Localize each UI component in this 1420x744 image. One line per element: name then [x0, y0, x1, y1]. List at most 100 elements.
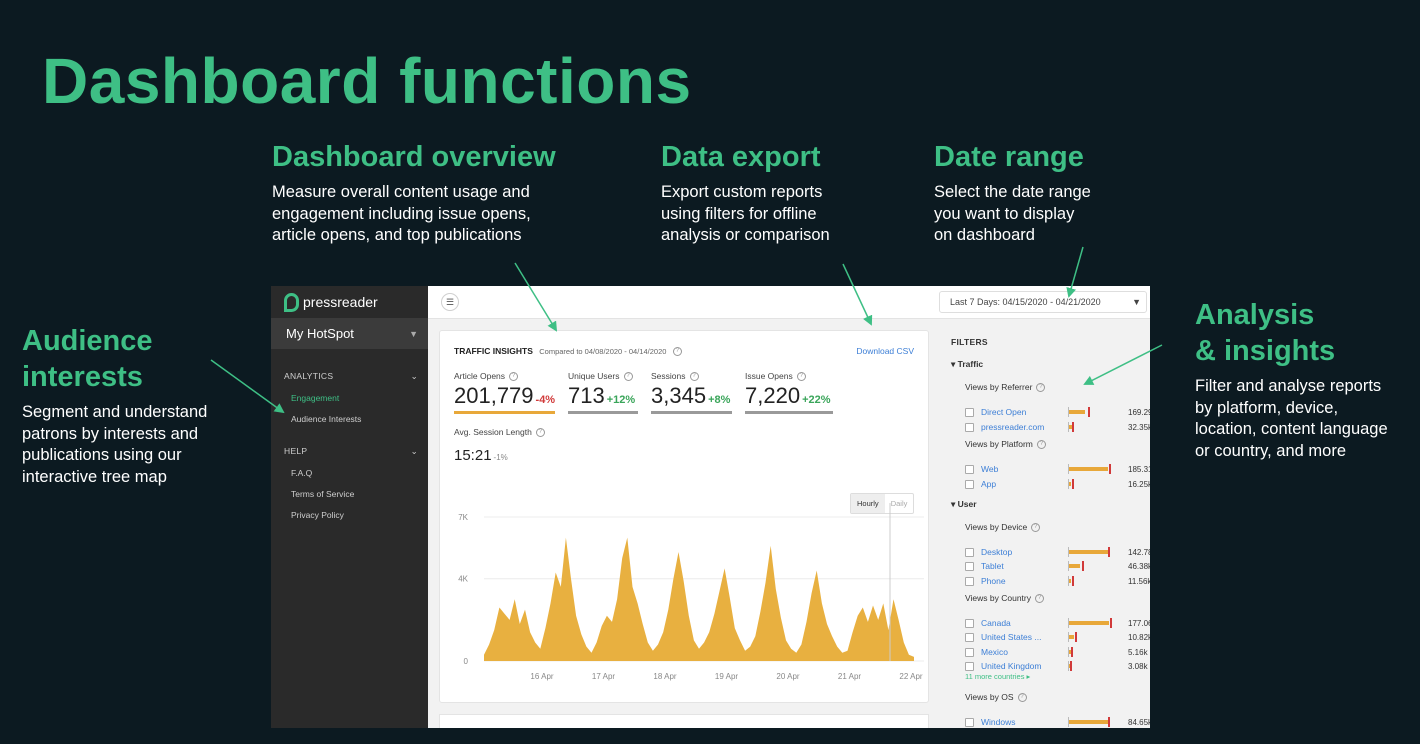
y-tick-label: 7K — [458, 513, 468, 522]
callout-text: Measure overall content usage and engage… — [272, 183, 531, 244]
filter-item-platform: App 16.25k — [965, 479, 1150, 489]
menu-button[interactable]: ☰ — [441, 293, 459, 311]
filter-checkbox[interactable] — [965, 479, 974, 489]
brand[interactable]: pressreader — [271, 286, 428, 318]
help-icon[interactable]: ? — [509, 372, 519, 382]
filter-item-value: 46.38k — [1128, 561, 1150, 571]
toggle-hourly[interactable]: Hourly — [851, 494, 885, 513]
pressreader-logo-icon — [284, 292, 299, 312]
help-icon[interactable]: ? — [796, 372, 806, 382]
filter-view-os: Views by OS? — [951, 692, 1027, 703]
metric-issue-opens: Issue Opens? 7,220 +22% — [745, 371, 833, 415]
x-tick-label: 18 Apr — [653, 672, 676, 681]
help-icon[interactable]: ? — [535, 428, 545, 438]
filter-item-value: 32.35k — [1128, 422, 1150, 432]
filter-checkbox[interactable] — [965, 632, 974, 642]
secondary-panel — [439, 714, 929, 728]
filter-item-label[interactable]: Phone — [981, 576, 1006, 586]
filter-bar-compare-tick — [1071, 422, 1074, 432]
callout-text: Filter and analyse reports by platform, … — [1195, 377, 1388, 460]
callout-audience-interests: Audience interests Segment and understan… — [22, 323, 252, 488]
metric-value: 15:21 — [454, 447, 492, 465]
filter-checkbox[interactable] — [965, 407, 974, 417]
filter-item-value: 169.29k — [1128, 407, 1150, 417]
filter-item-label[interactable]: Mexico — [981, 647, 1008, 657]
filter-bar-compare-tick — [1082, 561, 1084, 571]
granularity-toggle: Hourly Daily — [850, 493, 915, 514]
callout-title: Data export — [661, 141, 821, 173]
filter-item-label[interactable]: United Kingdom — [981, 661, 1042, 671]
filter-checkbox[interactable] — [965, 576, 974, 586]
filter-bar — [1068, 661, 1118, 671]
sidebar-item-terms[interactable]: Terms of Service — [291, 489, 355, 499]
filter-item-label[interactable]: Web — [981, 464, 999, 474]
sidebar-item-privacy[interactable]: Privacy Policy — [291, 510, 344, 520]
sidebar-item-engagement[interactable]: Engagement — [291, 393, 340, 403]
filters-title: FILTERS — [951, 337, 988, 347]
filter-item-label[interactable]: Desktop — [981, 547, 1013, 557]
help-icon[interactable]: ? — [1034, 594, 1044, 604]
filter-bar-fill — [1069, 635, 1074, 639]
filter-bar — [1068, 717, 1118, 727]
filter-checkbox[interactable] — [965, 647, 974, 657]
date-range-select[interactable]: Last 7 Days: 04/15/2020 - 04/21/2020 ▼ — [939, 291, 1147, 313]
filter-checkbox[interactable] — [965, 422, 974, 432]
filter-checkbox[interactable] — [965, 547, 974, 557]
filter-item-value: 16.25k — [1128, 479, 1150, 489]
metric-underline — [745, 411, 833, 415]
filter-checkbox[interactable] — [965, 717, 974, 727]
metric-change: +22% — [802, 394, 831, 407]
filter-view-platform: Views by Platform? — [951, 439, 1046, 450]
metric-change: -1% — [493, 453, 508, 463]
filter-bar — [1068, 422, 1118, 432]
filter-item-label[interactable]: Direct Open — [981, 407, 1027, 417]
filter-bar-fill — [1069, 564, 1080, 568]
filter-item-label[interactable]: Windows — [981, 717, 1016, 727]
filter-item-label[interactable]: United States ... — [981, 632, 1042, 642]
filter-item-label[interactable]: pressreader.com — [981, 422, 1045, 432]
filter-item-os: Windows 84.65k — [965, 717, 1150, 727]
hotspot-selector[interactable]: My HotSpot ▼ — [271, 318, 428, 349]
sidebar-section-analytics[interactable]: ANALYTICS ⌄ — [271, 371, 428, 382]
help-icon[interactable]: ? — [689, 372, 699, 382]
help-icon[interactable]: ? — [672, 347, 682, 357]
filter-group-traffic[interactable]: ▾ Traffic — [951, 359, 983, 370]
filter-view-country: Views by Country? — [951, 593, 1044, 604]
filter-item-label[interactable]: Tablet — [981, 561, 1004, 571]
filter-bar-fill — [1069, 621, 1109, 625]
filter-bar-compare-tick — [1072, 576, 1074, 586]
help-icon[interactable]: ? — [1036, 440, 1046, 450]
sidebar-item-faq[interactable]: F.A.Q — [291, 468, 313, 478]
callout-title: Analysis & insights — [1195, 299, 1336, 367]
filter-bar-compare-tick — [1070, 661, 1072, 671]
filter-item-label[interactable]: Canada — [981, 618, 1011, 628]
metric-value: 3,345 — [651, 383, 707, 409]
help-icon[interactable]: ? — [1017, 693, 1027, 703]
filter-checkbox[interactable] — [965, 464, 974, 474]
filter-item-label[interactable]: App — [981, 479, 997, 489]
filter-bar — [1068, 561, 1118, 571]
y-tick-label: 4K — [458, 575, 468, 584]
help-icon[interactable]: ? — [1031, 523, 1041, 533]
filter-bar-compare-tick — [1070, 647, 1073, 657]
metric-label: Avg. Session Length — [454, 427, 532, 437]
date-range-value: Last 7 Days: 04/15/2020 - 04/21/2020 — [950, 297, 1101, 307]
filter-item-value: 11.56k — [1128, 576, 1150, 586]
filter-group-user[interactable]: ▾ User — [951, 499, 977, 510]
help-icon[interactable]: ? — [1036, 383, 1046, 393]
metric-label: Sessions — [651, 371, 686, 381]
triangle-down-icon: ▾ — [951, 499, 956, 509]
filter-checkbox[interactable] — [965, 618, 974, 628]
chevron-down-icon: ⌄ — [410, 446, 418, 456]
callout-date-range: Date range Select the date range you wan… — [934, 139, 1154, 247]
download-csv-link[interactable]: Download CSV — [856, 346, 914, 356]
filter-checkbox[interactable] — [965, 561, 974, 571]
help-icon[interactable]: ? — [623, 372, 633, 382]
callout-analysis-insights: Analysis & insights Filter and analyse r… — [1195, 297, 1420, 462]
filter-checkbox[interactable] — [965, 661, 974, 671]
sidebar-section-help[interactable]: HELP ⌄ — [271, 446, 428, 457]
more-countries-link[interactable]: 11 more countries ▸ — [965, 672, 1031, 681]
sidebar-item-audience-interests[interactable]: Audience Interests — [291, 414, 362, 424]
toggle-daily[interactable]: Daily — [890, 499, 908, 508]
filter-bar-compare-tick — [1071, 479, 1074, 489]
